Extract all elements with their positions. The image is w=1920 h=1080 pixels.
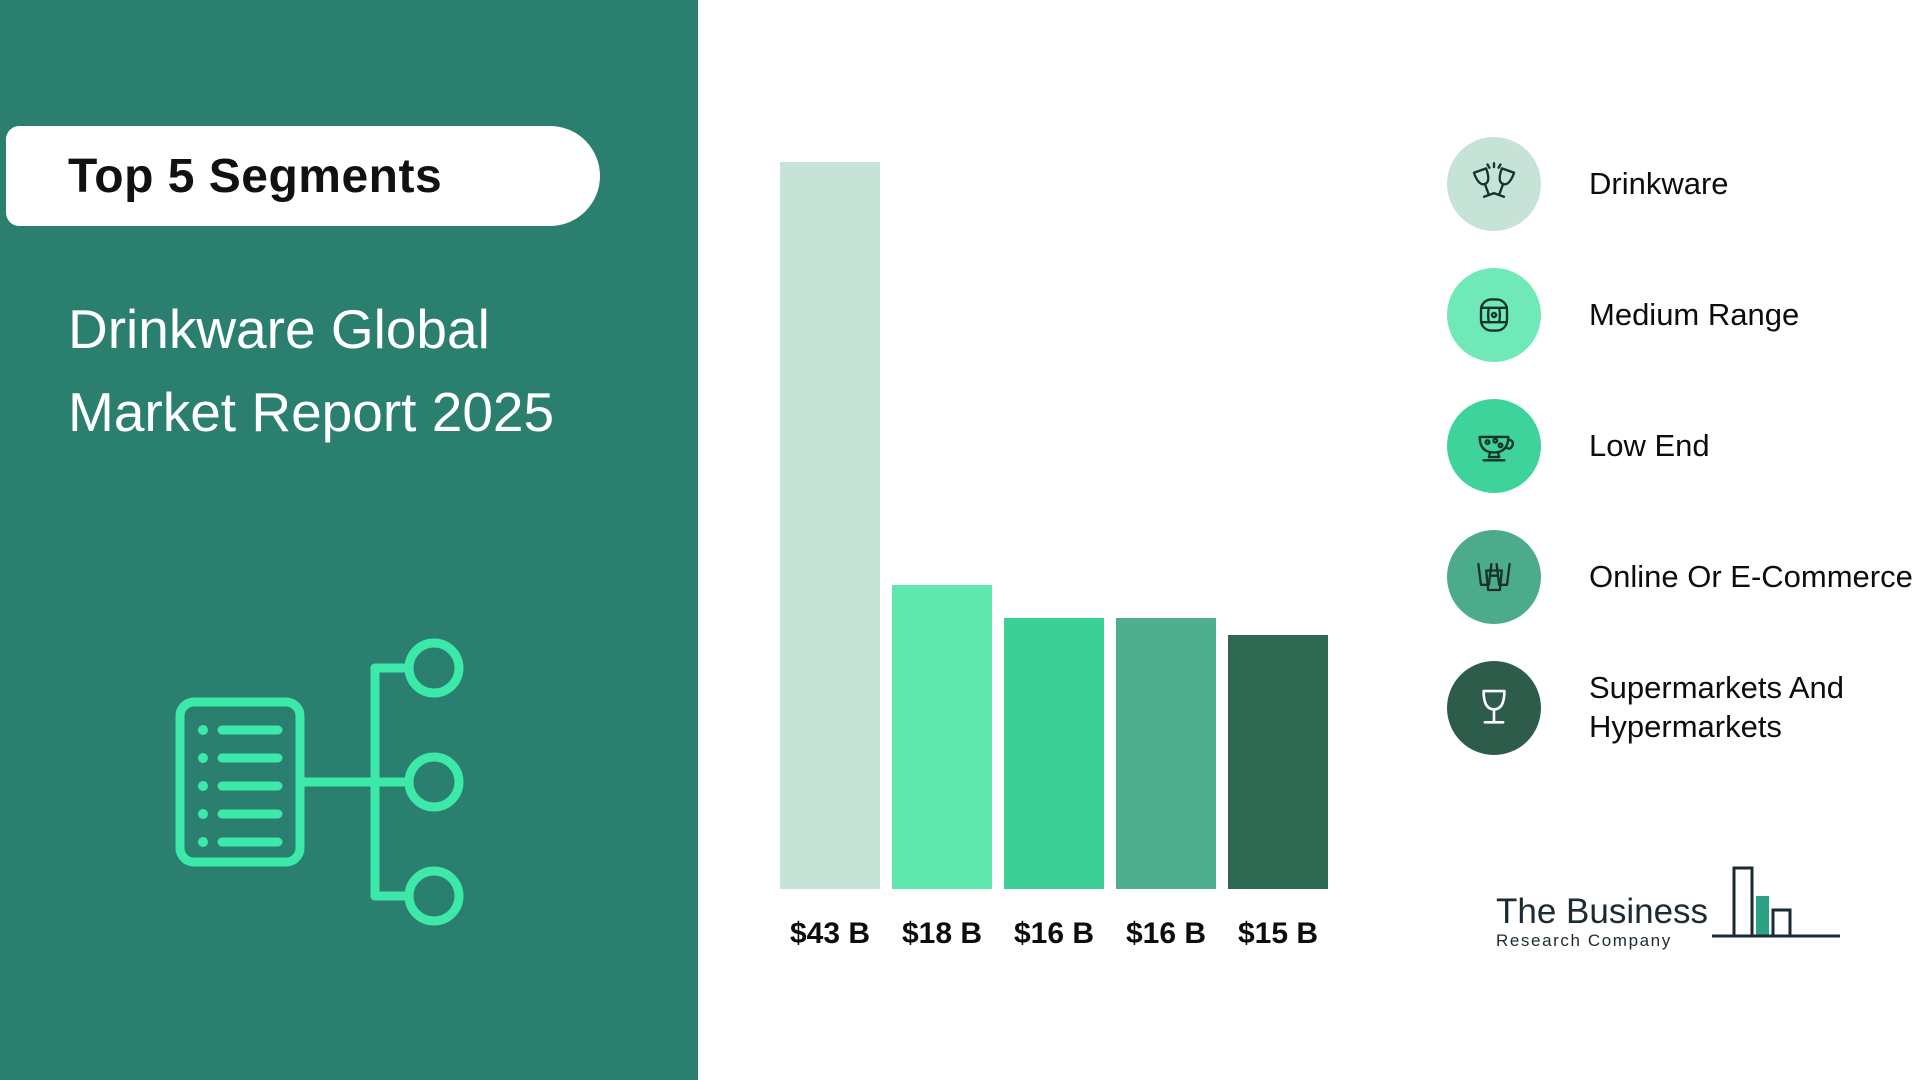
legend-label: Low End	[1589, 427, 1710, 463]
brand-logo: The Business Research Company	[1496, 858, 1842, 953]
bar-column-online-ecommerce: $16 B	[1116, 162, 1216, 950]
toast-glasses-icon	[1472, 162, 1516, 198]
bar-column-medium-range: $18 B	[892, 162, 992, 950]
legend-swatch-low-end	[1447, 399, 1541, 493]
bar-chart: $43 B $18 B $16 B $16 B $15 B	[780, 162, 1328, 950]
bar-low-end	[1004, 618, 1104, 889]
brand-text: The Business Research Company	[1496, 892, 1709, 953]
bar-column-low-end: $16 B	[1004, 162, 1104, 950]
bar-online-ecommerce	[1116, 618, 1216, 889]
report-title-line-2: Market Report 2025	[68, 380, 555, 443]
report-title: Drinkware Global Market Report 2025	[68, 288, 648, 453]
bar-value-label: $15 B	[1237, 917, 1319, 950]
legend-label: Drinkware	[1589, 165, 1729, 201]
glass-stack-icon	[1477, 562, 1511, 592]
brand-name-secondary: Research Company	[1496, 931, 1672, 950]
legend-swatch-online-ecommerce	[1447, 530, 1541, 624]
legend-item-medium-range: Medium Range	[1447, 268, 1919, 362]
legend-label: Supermarkets And Hypermarkets	[1589, 670, 1845, 744]
legend-swatch-supermarkets	[1447, 661, 1541, 755]
top-segments-badge: Top 5 Segments	[6, 126, 600, 226]
bar-value-label: $16 B	[1125, 917, 1207, 950]
wine-glass-icon	[1482, 689, 1506, 724]
document-tree-icon	[175, 638, 464, 926]
legend-label: Medium Range	[1589, 296, 1800, 332]
bar-column-supermarkets: $15 B	[1228, 162, 1328, 950]
left-panel: Top 5 Segments Drinkware Global Market R…	[0, 0, 698, 1080]
legend-label: Online Or E-Commerce	[1589, 558, 1913, 594]
legend-item-online-ecommerce: Online Or E-Commerce	[1447, 530, 1919, 624]
bar-medium-range	[892, 585, 992, 889]
teacup-icon	[1478, 435, 1515, 462]
legend-swatch-medium-range	[1447, 268, 1541, 362]
barrel-icon	[1479, 298, 1509, 332]
report-title-line-1: Drinkware Global	[68, 298, 490, 360]
bar-value-label: $16 B	[1013, 917, 1095, 950]
brand-name-primary: The Business	[1496, 892, 1709, 932]
bar-column-drinkware: $43 B	[780, 162, 880, 950]
legend-item-low-end: Low End	[1447, 399, 1919, 493]
bar-drinkware	[780, 162, 880, 889]
badge-label: Top 5 Segments	[68, 149, 443, 203]
bar-value-label: $43 B	[789, 917, 871, 950]
bar-chart-logo-icon	[1712, 866, 1841, 938]
legend: Drinkware Medium Range	[1447, 137, 1919, 755]
bar-value-label: $18 B	[901, 917, 983, 950]
legend-swatch-drinkware	[1447, 137, 1541, 231]
bar-supermarkets	[1228, 635, 1328, 889]
legend-item-supermarkets: Supermarkets And Hypermarkets	[1447, 661, 1919, 755]
legend-item-drinkware: Drinkware	[1447, 137, 1919, 231]
